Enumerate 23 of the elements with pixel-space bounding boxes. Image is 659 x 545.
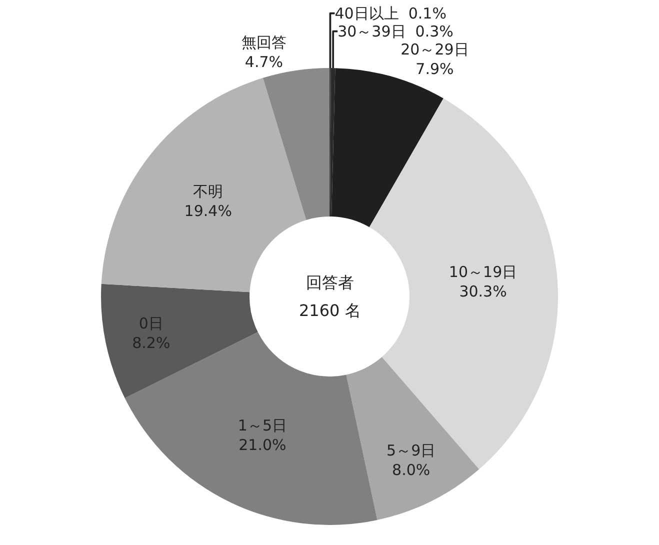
slice-label: 30～39日 0.3% — [338, 22, 454, 40]
slice-label: 40日以上 0.1% — [334, 4, 446, 22]
donut-slice — [262, 68, 330, 220]
data-label: 19.4% — [184, 202, 232, 220]
data-label: 8.0% — [392, 461, 430, 480]
slice-label: 無回答 — [241, 33, 286, 52]
data-label: 7.9% — [416, 60, 454, 78]
slice-label: 1～5日 — [238, 416, 287, 435]
donut-slice — [124, 332, 378, 525]
slice-label: 不明 — [193, 182, 224, 201]
donut-slice — [346, 356, 480, 520]
slice-label: 10～19日 — [448, 262, 518, 281]
slice-label: 0日 — [138, 314, 164, 332]
donut-slice — [101, 284, 258, 398]
text: 2160 名 — [299, 301, 361, 320]
slice-label: 20～29日 — [400, 40, 469, 58]
data-label: 30.3% — [459, 282, 507, 300]
slice-label: 5～9日 — [386, 442, 436, 460]
donut-slice — [101, 78, 306, 292]
data-label: 4.7% — [244, 52, 284, 71]
text: 回答者 — [306, 273, 354, 292]
data-label: 21.0% — [238, 436, 286, 454]
data-label: 8.2% — [132, 334, 170, 352]
